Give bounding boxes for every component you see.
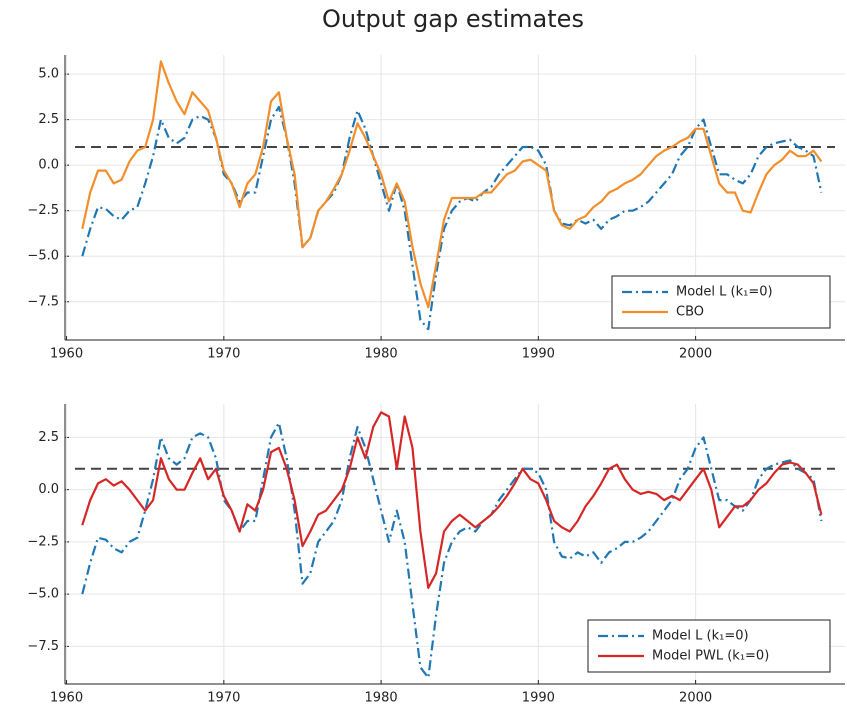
x-tick-label: 2000	[679, 347, 712, 362]
x-tick-label: 1970	[207, 347, 240, 362]
legend-label: Model L (k₁=0)	[676, 285, 773, 300]
x-tick-label: 1990	[522, 347, 555, 362]
y-tick-label: −2.5	[27, 203, 59, 218]
legend-label: Model PWL (k₁=0)	[652, 649, 769, 664]
series-line	[81, 105, 823, 331]
y-tick-label: 2.5	[38, 112, 59, 127]
subplot: 2.5 0.0 −2.5 −5.0 −7.5 1960 1970 1980 1990 2000 Mo…	[27, 404, 845, 706]
x-tick-label: 1970	[207, 691, 240, 706]
legend: Model L (k₁=0) Model PWL (k₁=0)	[587, 619, 831, 673]
subplot: 5.0 2.5 0.0 −2.5 −5.0 −7.5 1960 1970 1980 1990 200…	[27, 55, 845, 362]
x-tick-label: 2000	[679, 691, 712, 706]
x-tick-label: 1960	[50, 347, 83, 362]
legend: Model L (k₁=0) CBO	[611, 275, 831, 329]
y-tick-label: 5.0	[38, 67, 59, 82]
y-tick-label: −7.5	[27, 639, 59, 654]
y-tick-label: 0.0	[38, 158, 59, 173]
y-tick-label: 2.5	[38, 430, 59, 445]
series-line	[81, 421, 823, 679]
series-line	[81, 411, 823, 589]
legend-box	[587, 619, 831, 673]
y-tick-label: −7.5	[27, 294, 59, 309]
y-tick-label: −5.0	[27, 587, 59, 602]
y-tick-label: 0.0	[38, 482, 59, 497]
legend-label: CBO	[676, 305, 704, 320]
y-tick-label: −5.0	[27, 249, 59, 264]
x-tick-label: 1980	[365, 347, 398, 362]
x-tick-label: 1990	[522, 691, 555, 706]
legend-label: Model L (k₁=0)	[652, 629, 749, 644]
legend-box	[611, 275, 831, 329]
x-tick-label: 1980	[365, 691, 398, 706]
chart-title: Output gap estimates	[322, 5, 584, 33]
y-tick-label: −2.5	[27, 534, 59, 549]
x-tick-label: 1960	[50, 691, 83, 706]
series-line	[81, 60, 823, 309]
